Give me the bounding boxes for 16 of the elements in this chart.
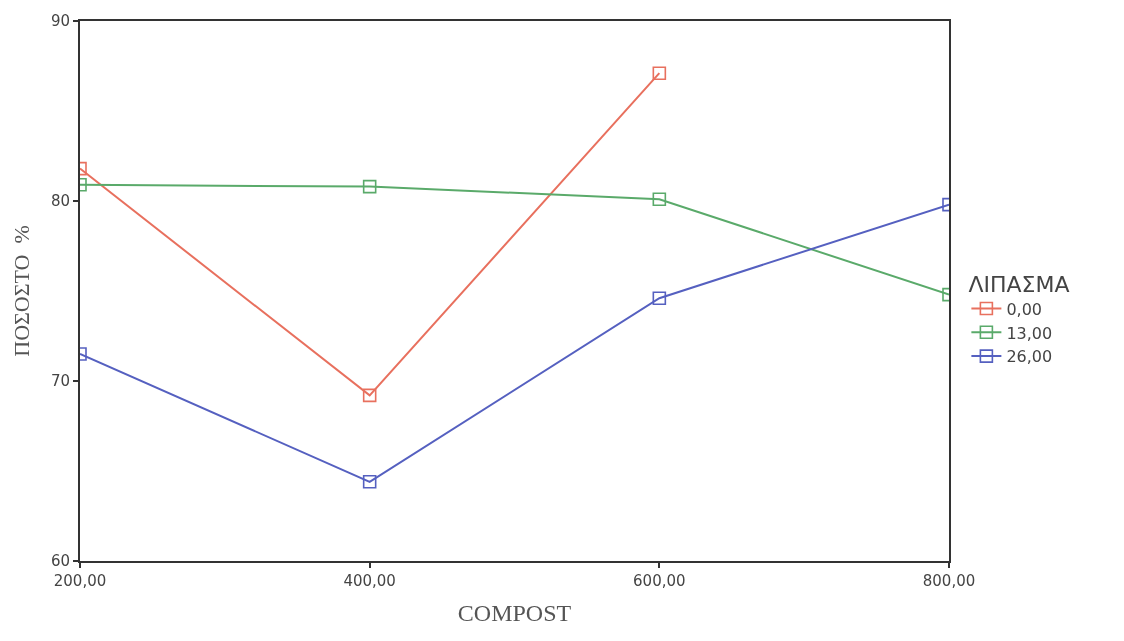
y-tick-label: 80 <box>50 192 70 211</box>
point <box>362 388 377 403</box>
y-tick-label: 60 <box>50 552 70 571</box>
legend-label: 0,00 <box>1006 299 1043 319</box>
x-tick-label: 400,00 <box>343 572 396 590</box>
y-tick-label: 90 <box>50 12 70 31</box>
point <box>652 66 667 80</box>
y-tick-label: 70 <box>50 372 70 391</box>
x-tick-label: 600,00 <box>633 572 686 590</box>
legend-label: 13,00 <box>1006 323 1053 343</box>
x-axis-title: COMPOST <box>457 599 572 626</box>
legend-label: 26,00 <box>1006 347 1053 367</box>
legend-title: ΛΙΠΑΣΜΑ <box>968 271 1070 297</box>
y-axis-title: ΠΟΣΟΣΤΟ % <box>9 225 35 357</box>
x-tick-label: 200,00 <box>53 572 107 590</box>
x-tick-label: 800,00 <box>922 572 976 590</box>
